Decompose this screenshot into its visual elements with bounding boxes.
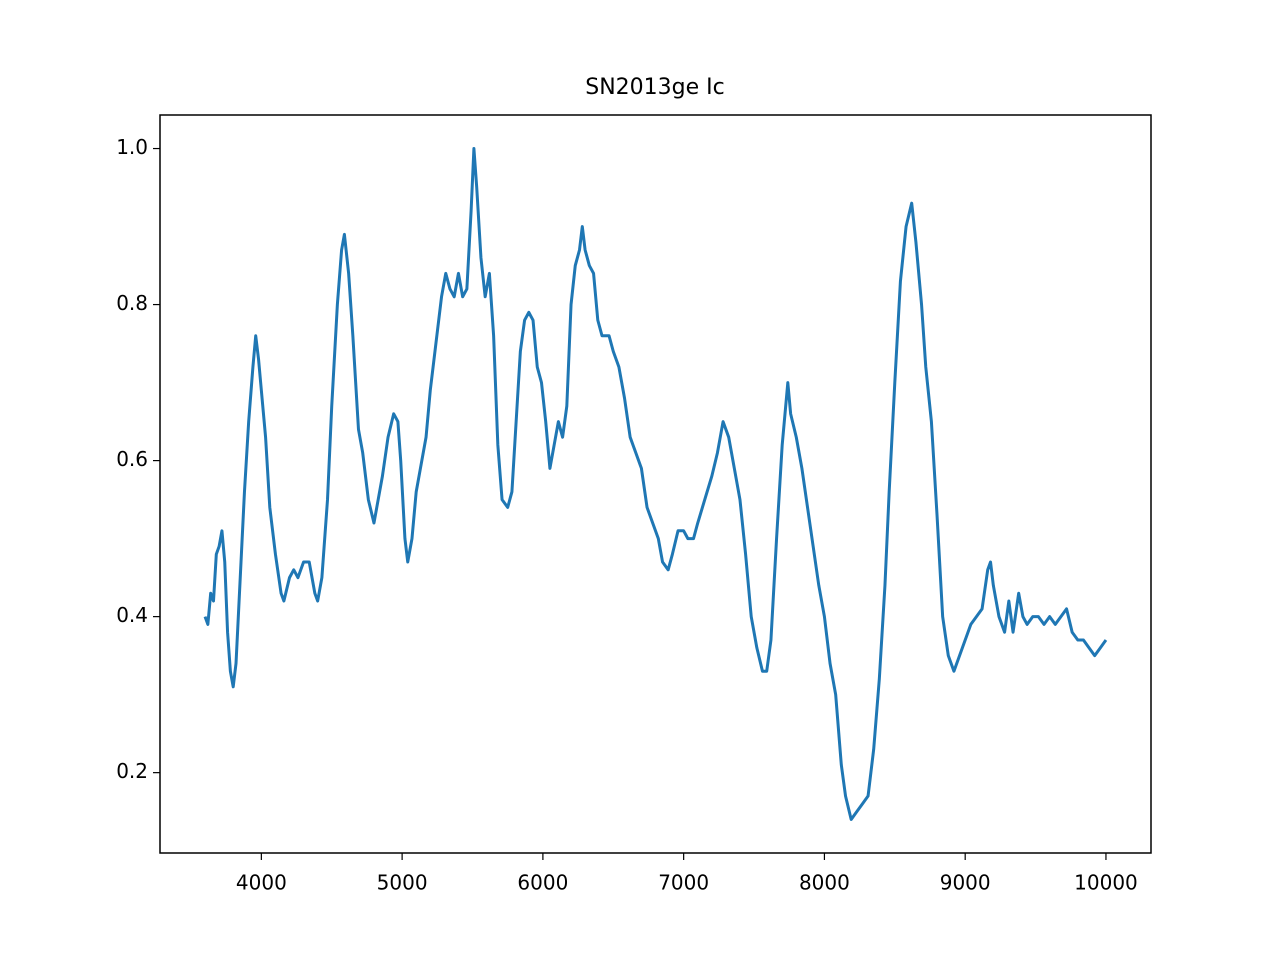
y-tick-label: 1.0 — [116, 135, 148, 159]
x-tick-label: 7000 — [658, 871, 709, 895]
y-tick-label: 0.4 — [116, 603, 148, 627]
x-tick-label: 5000 — [377, 871, 428, 895]
plot-area: 4000 5000 6000 7000 8000 9000 10000 0.2 0.4 0.6 0.… — [116, 135, 1138, 894]
x-tick-label: 4000 — [236, 871, 287, 895]
x-tick-label: 6000 — [517, 871, 568, 895]
x-tick-label: 9000 — [940, 871, 991, 895]
y-tick-label: 0.2 — [116, 759, 148, 783]
x-tick-label: 8000 — [799, 871, 850, 895]
chart-title: SN2013ge Ic — [585, 75, 725, 100]
data-line — [203, 147, 1108, 821]
y-tick-label: 0.6 — [116, 447, 148, 471]
axes-frame — [159, 114, 1152, 854]
x-tick-label: 10000 — [1074, 871, 1138, 895]
y-tick-label: 0.8 — [116, 291, 148, 315]
